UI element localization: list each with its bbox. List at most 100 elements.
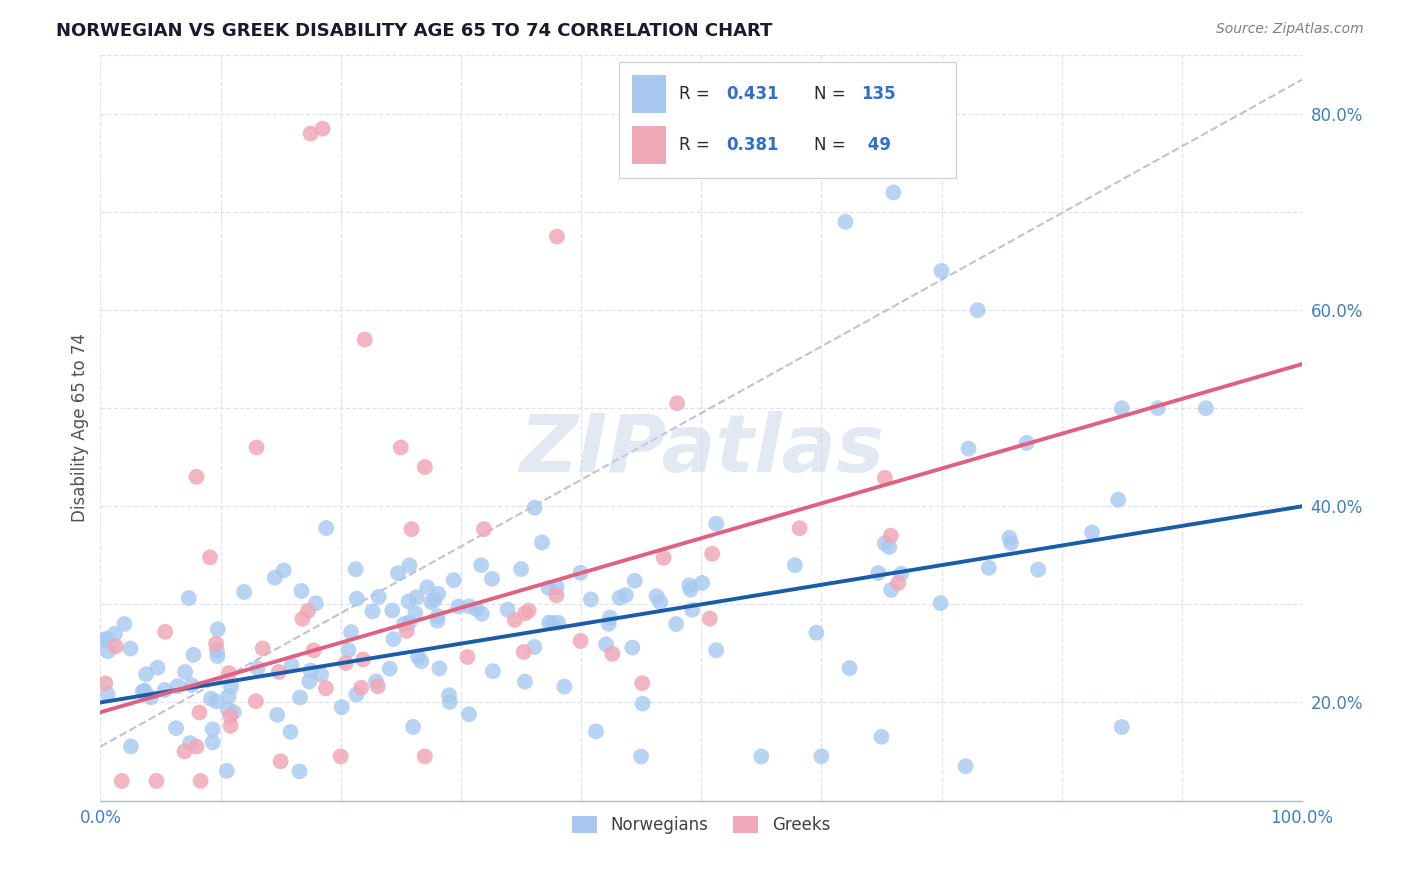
Point (205, 694, 228, 708)
Point (838, 661, 860, 675)
Point (207, 648, 229, 663)
Point (631, 676, 654, 690)
Point (205, 637, 228, 651)
Point (97, 687, 120, 701)
Point (931, 264, 953, 278)
Point (443, 573, 465, 587)
Point (887, 576, 910, 591)
Point (344, 562, 367, 576)
Text: ZIPatlas: ZIPatlas (519, 411, 884, 489)
Point (523, 500, 546, 515)
Point (537, 581, 560, 595)
Point (207, 622, 229, 636)
Point (96, 632, 118, 646)
Point (361, 604, 384, 618)
Point (190, 773, 212, 788)
Point (177, 591, 200, 606)
Point (299, 127, 322, 141)
Point (465, 602, 488, 616)
Point (547, 615, 569, 630)
Point (630, 749, 652, 764)
Point (503, 613, 526, 627)
Point (437, 688, 460, 702)
Point (966, 303, 988, 318)
Point (252, 641, 274, 656)
Text: R =: R = (679, 136, 716, 154)
Point (395, 624, 418, 638)
Point (456, 650, 478, 665)
Point (472, 522, 495, 536)
Point (873, 471, 896, 485)
Point (153, 624, 176, 639)
Point (398, 615, 420, 630)
Point (104, 627, 127, 641)
Point (219, 709, 242, 723)
Text: 49: 49 (862, 136, 890, 154)
Point (353, 333, 375, 347)
Point (1147, 401, 1170, 416)
Point (420, 595, 443, 609)
Point (665, 617, 688, 632)
Point (810, 749, 832, 764)
Point (789, 521, 811, 535)
Point (530, 535, 553, 549)
Point (97, 644, 120, 658)
Point (290, 583, 312, 598)
Point (346, 688, 368, 702)
Point (513, 607, 536, 621)
Point (201, 723, 224, 737)
Point (955, 759, 977, 773)
Text: Source: ZipAtlas.com: Source: ZipAtlas.com (1216, 22, 1364, 37)
Point (389, 441, 412, 455)
Point (426, 609, 449, 624)
Point (401, 522, 423, 536)
Point (246, 661, 269, 675)
Point (291, 612, 314, 626)
Point (427, 587, 450, 601)
Point (367, 679, 389, 693)
Point (215, 764, 238, 778)
Point (340, 625, 363, 640)
Point (1081, 525, 1104, 540)
Point (873, 536, 896, 550)
Text: NORWEGIAN VS GREEK DISABILITY AGE 65 TO 74 CORRELATION CHART: NORWEGIAN VS GREEK DISABILITY AGE 65 TO … (56, 22, 773, 40)
Point (364, 674, 387, 689)
Point (621, 640, 644, 655)
Point (329, 749, 352, 764)
Point (470, 558, 492, 573)
Point (222, 705, 245, 719)
Point (702, 547, 724, 561)
Point (439, 695, 461, 709)
Point (273, 563, 295, 577)
Point (165, 721, 187, 735)
Point (690, 575, 713, 590)
Point (1111, 720, 1133, 734)
Point (569, 634, 592, 648)
Point (381, 603, 404, 617)
Point (704, 643, 727, 657)
Point (880, 582, 903, 597)
Point (139, 690, 162, 705)
Y-axis label: Disability Age 65 to 74: Disability Age 65 to 74 (72, 334, 89, 523)
Point (305, 596, 328, 610)
Point (679, 582, 702, 597)
Point (218, 666, 240, 681)
Point (957, 442, 980, 456)
Point (404, 607, 426, 621)
Point (120, 641, 142, 656)
Point (609, 591, 631, 605)
Point (346, 591, 368, 606)
Point (678, 578, 700, 592)
Point (398, 594, 420, 608)
Point (598, 616, 620, 631)
Text: 0.431: 0.431 (727, 86, 779, 103)
Point (1195, 401, 1218, 416)
Point (180, 678, 202, 692)
Point (387, 566, 409, 581)
Point (870, 730, 893, 744)
Point (645, 589, 668, 603)
Point (288, 764, 311, 779)
Point (378, 662, 401, 676)
Point (267, 665, 290, 679)
Point (1111, 401, 1133, 416)
